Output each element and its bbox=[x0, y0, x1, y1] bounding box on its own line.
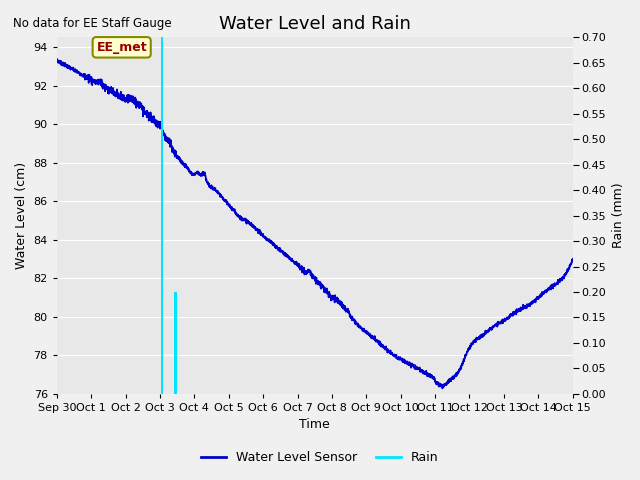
X-axis label: Time: Time bbox=[300, 419, 330, 432]
Legend: Water Level Sensor, Rain: Water Level Sensor, Rain bbox=[196, 446, 444, 469]
Bar bbox=[175, 292, 177, 394]
Title: Water Level and Rain: Water Level and Rain bbox=[219, 15, 411, 33]
Text: No data for EE Staff Gauge: No data for EE Staff Gauge bbox=[13, 17, 172, 30]
Y-axis label: Water Level (cm): Water Level (cm) bbox=[15, 162, 28, 269]
Y-axis label: Rain (mm): Rain (mm) bbox=[612, 183, 625, 248]
Bar bbox=[161, 37, 163, 394]
Text: EE_met: EE_met bbox=[97, 41, 147, 54]
